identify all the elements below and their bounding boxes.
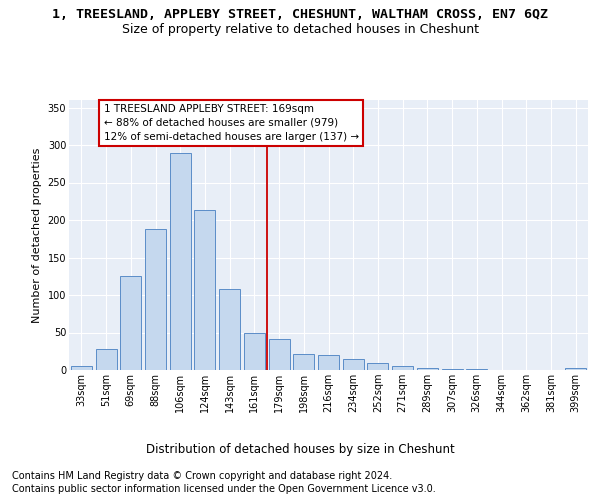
Bar: [244, 332, 265, 370]
Y-axis label: Number of detached properties: Number of detached properties: [32, 148, 42, 322]
Bar: [194, 210, 215, 370]
Bar: [343, 359, 364, 370]
Bar: [269, 338, 290, 370]
Bar: [293, 354, 314, 370]
Bar: [442, 368, 463, 370]
Bar: [367, 362, 388, 370]
Text: Contains HM Land Registry data © Crown copyright and database right 2024.: Contains HM Land Registry data © Crown c…: [12, 471, 392, 481]
Bar: [219, 289, 240, 370]
Bar: [318, 355, 339, 370]
Bar: [170, 152, 191, 370]
Text: 1, TREESLAND, APPLEBY STREET, CHESHUNT, WALTHAM CROSS, EN7 6QZ: 1, TREESLAND, APPLEBY STREET, CHESHUNT, …: [52, 8, 548, 20]
Text: Size of property relative to detached houses in Cheshunt: Size of property relative to detached ho…: [121, 22, 479, 36]
Bar: [95, 349, 116, 370]
Bar: [417, 368, 438, 370]
Text: Contains public sector information licensed under the Open Government Licence v3: Contains public sector information licen…: [12, 484, 436, 494]
Bar: [466, 369, 487, 370]
Bar: [565, 368, 586, 370]
Bar: [71, 366, 92, 370]
Bar: [145, 229, 166, 370]
Text: 1 TREESLAND APPLEBY STREET: 169sqm
← 88% of detached houses are smaller (979)
12: 1 TREESLAND APPLEBY STREET: 169sqm ← 88%…: [104, 104, 359, 142]
Bar: [120, 276, 141, 370]
Bar: [392, 366, 413, 370]
Text: Distribution of detached houses by size in Cheshunt: Distribution of detached houses by size …: [146, 442, 454, 456]
